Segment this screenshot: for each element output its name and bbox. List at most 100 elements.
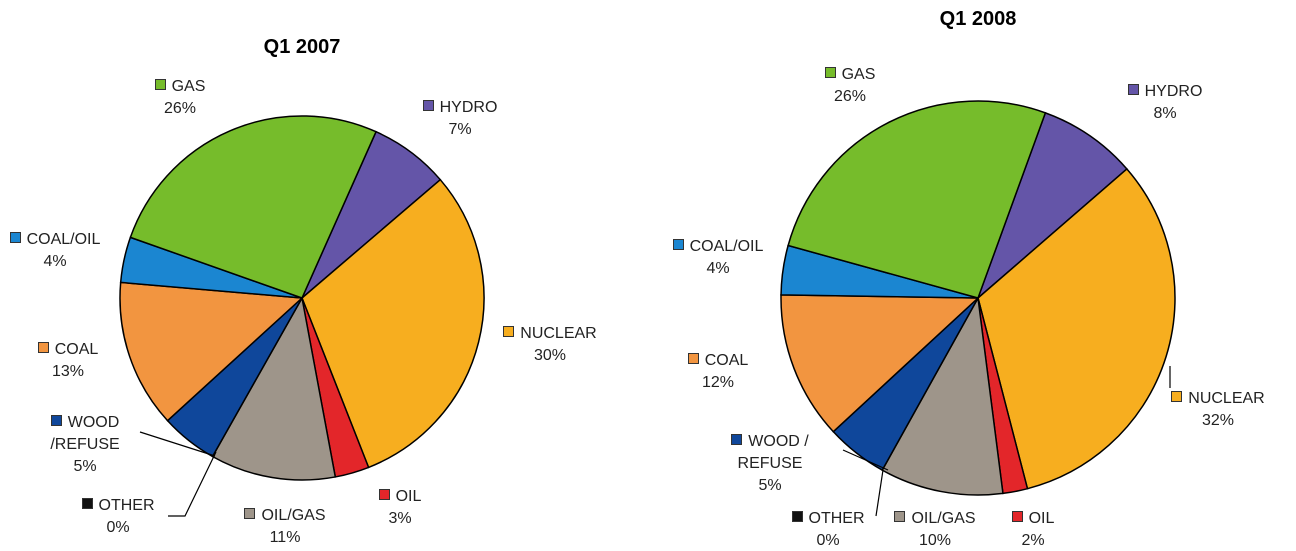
- legend-swatch: [824, 67, 836, 78]
- label-name: NUCLEAR: [502, 323, 598, 345]
- slice-label: NUCLEAR 30%: [502, 323, 598, 367]
- category-label: WOOD / REFUSE: [737, 433, 809, 472]
- label-name: OTHER: [780, 508, 876, 530]
- slice-label: COAL 13%: [20, 339, 116, 383]
- category-label: OIL: [395, 488, 422, 505]
- slice-label: HYDRO 8%: [1117, 81, 1213, 125]
- label-name: GAS: [802, 64, 898, 86]
- value-label: 3%: [388, 510, 412, 527]
- legend-swatch: [50, 415, 62, 426]
- legend-swatch: [791, 511, 803, 522]
- label-value: 12%: [670, 372, 766, 394]
- legend-swatch: [687, 353, 699, 364]
- label-name: NUCLEAR: [1170, 388, 1266, 410]
- leader-line: [875, 469, 884, 517]
- legend-swatch: [503, 326, 515, 337]
- leader-line: [168, 451, 217, 517]
- label-value: 4%: [670, 258, 766, 280]
- legend-swatch: [731, 434, 743, 445]
- label-name: HYDRO: [1117, 81, 1213, 103]
- slice-label: OIL 3%: [352, 486, 448, 530]
- category-label: HYDRO: [1144, 83, 1203, 100]
- category-label: HYDRO: [439, 99, 498, 116]
- legend-swatch: [81, 498, 93, 509]
- slice-label: OTHER 0%: [780, 508, 876, 551]
- slice-label: GAS 26%: [132, 76, 228, 120]
- legend-swatch: [672, 239, 684, 250]
- pie-slice: [211, 295, 337, 481]
- legend-swatch: [37, 342, 49, 353]
- category-label: OIL/GAS: [261, 507, 326, 524]
- slice-label: COAL 12%: [670, 350, 766, 394]
- label-value: 13%: [20, 361, 116, 383]
- value-label: 30%: [533, 347, 567, 364]
- label-name: WOOD / REFUSE: [722, 431, 818, 475]
- slice-label: WOOD /REFUSE 5%: [37, 412, 133, 478]
- value-label: 5%: [758, 477, 782, 494]
- value-label: 0%: [816, 532, 840, 549]
- label-value: 5%: [37, 456, 133, 478]
- slice-label: OIL/GAS 11%: [237, 505, 333, 549]
- pie-slice: [881, 295, 1004, 496]
- value-label: 4%: [43, 253, 67, 270]
- label-name: OIL: [985, 508, 1081, 530]
- label-value: 5%: [722, 475, 818, 497]
- label-name: COAL/OIL: [7, 229, 103, 251]
- legend-swatch: [422, 100, 434, 111]
- slice-label: OIL/GAS 10%: [887, 508, 983, 551]
- value-label: 13%: [51, 363, 85, 380]
- label-name: COAL: [20, 339, 116, 361]
- legend-swatch: [9, 232, 21, 243]
- pie-slice: [301, 178, 485, 469]
- value-label: 5%: [73, 458, 97, 475]
- label-value: 26%: [132, 98, 228, 120]
- label-value: 10%: [887, 530, 983, 551]
- label-value: 11%: [237, 527, 333, 549]
- value-label: 4%: [706, 260, 730, 277]
- slice-label: NUCLEAR 32%: [1170, 388, 1266, 432]
- category-label: COAL: [704, 352, 749, 369]
- slice-label: OIL 2%: [985, 508, 1081, 551]
- label-value: 30%: [502, 345, 598, 367]
- legend-swatch: [894, 511, 906, 522]
- slice-label: WOOD / REFUSE 5%: [722, 431, 818, 497]
- pie-slice: [780, 294, 980, 433]
- slice-label: COAL/OIL 4%: [670, 236, 766, 280]
- category-label: OTHER: [98, 497, 155, 514]
- label-name: COAL: [670, 350, 766, 372]
- category-label: NUCLEAR: [520, 325, 597, 342]
- category-label: OIL: [1028, 510, 1055, 527]
- chart-title: Q1 2007: [263, 36, 341, 58]
- pie-slice: [976, 111, 1128, 301]
- value-label: 10%: [918, 532, 952, 549]
- value-label: 8%: [1153, 105, 1177, 122]
- category-label: NUCLEAR: [1188, 390, 1265, 407]
- value-label: 26%: [833, 88, 867, 105]
- legend-swatch: [154, 79, 166, 90]
- legend-swatch: [244, 508, 256, 519]
- value-label: 32%: [1201, 412, 1235, 429]
- pie-slice: [119, 281, 304, 422]
- category-label: COAL: [54, 341, 99, 358]
- label-value: 8%: [1117, 103, 1213, 125]
- slice-label: OTHER 0%: [70, 495, 166, 539]
- pie-slice: [129, 115, 378, 299]
- label-value: 26%: [802, 86, 898, 108]
- label-value: 0%: [70, 517, 166, 539]
- leader-line: [842, 449, 889, 471]
- value-label: 11%: [269, 529, 301, 546]
- value-label: 12%: [701, 374, 735, 391]
- slice-label: HYDRO 7%: [412, 97, 508, 141]
- label-name: WOOD /REFUSE: [37, 412, 133, 456]
- category-label: OTHER: [808, 510, 865, 527]
- category-label: COAL/OIL: [689, 238, 764, 255]
- label-value: 4%: [7, 251, 103, 273]
- value-label: 7%: [448, 121, 472, 138]
- pie-slice: [977, 167, 1176, 490]
- category-label: OIL/GAS: [911, 510, 976, 527]
- legend-swatch: [1011, 511, 1023, 522]
- category-label: GAS: [171, 78, 206, 95]
- label-name: HYDRO: [412, 97, 508, 119]
